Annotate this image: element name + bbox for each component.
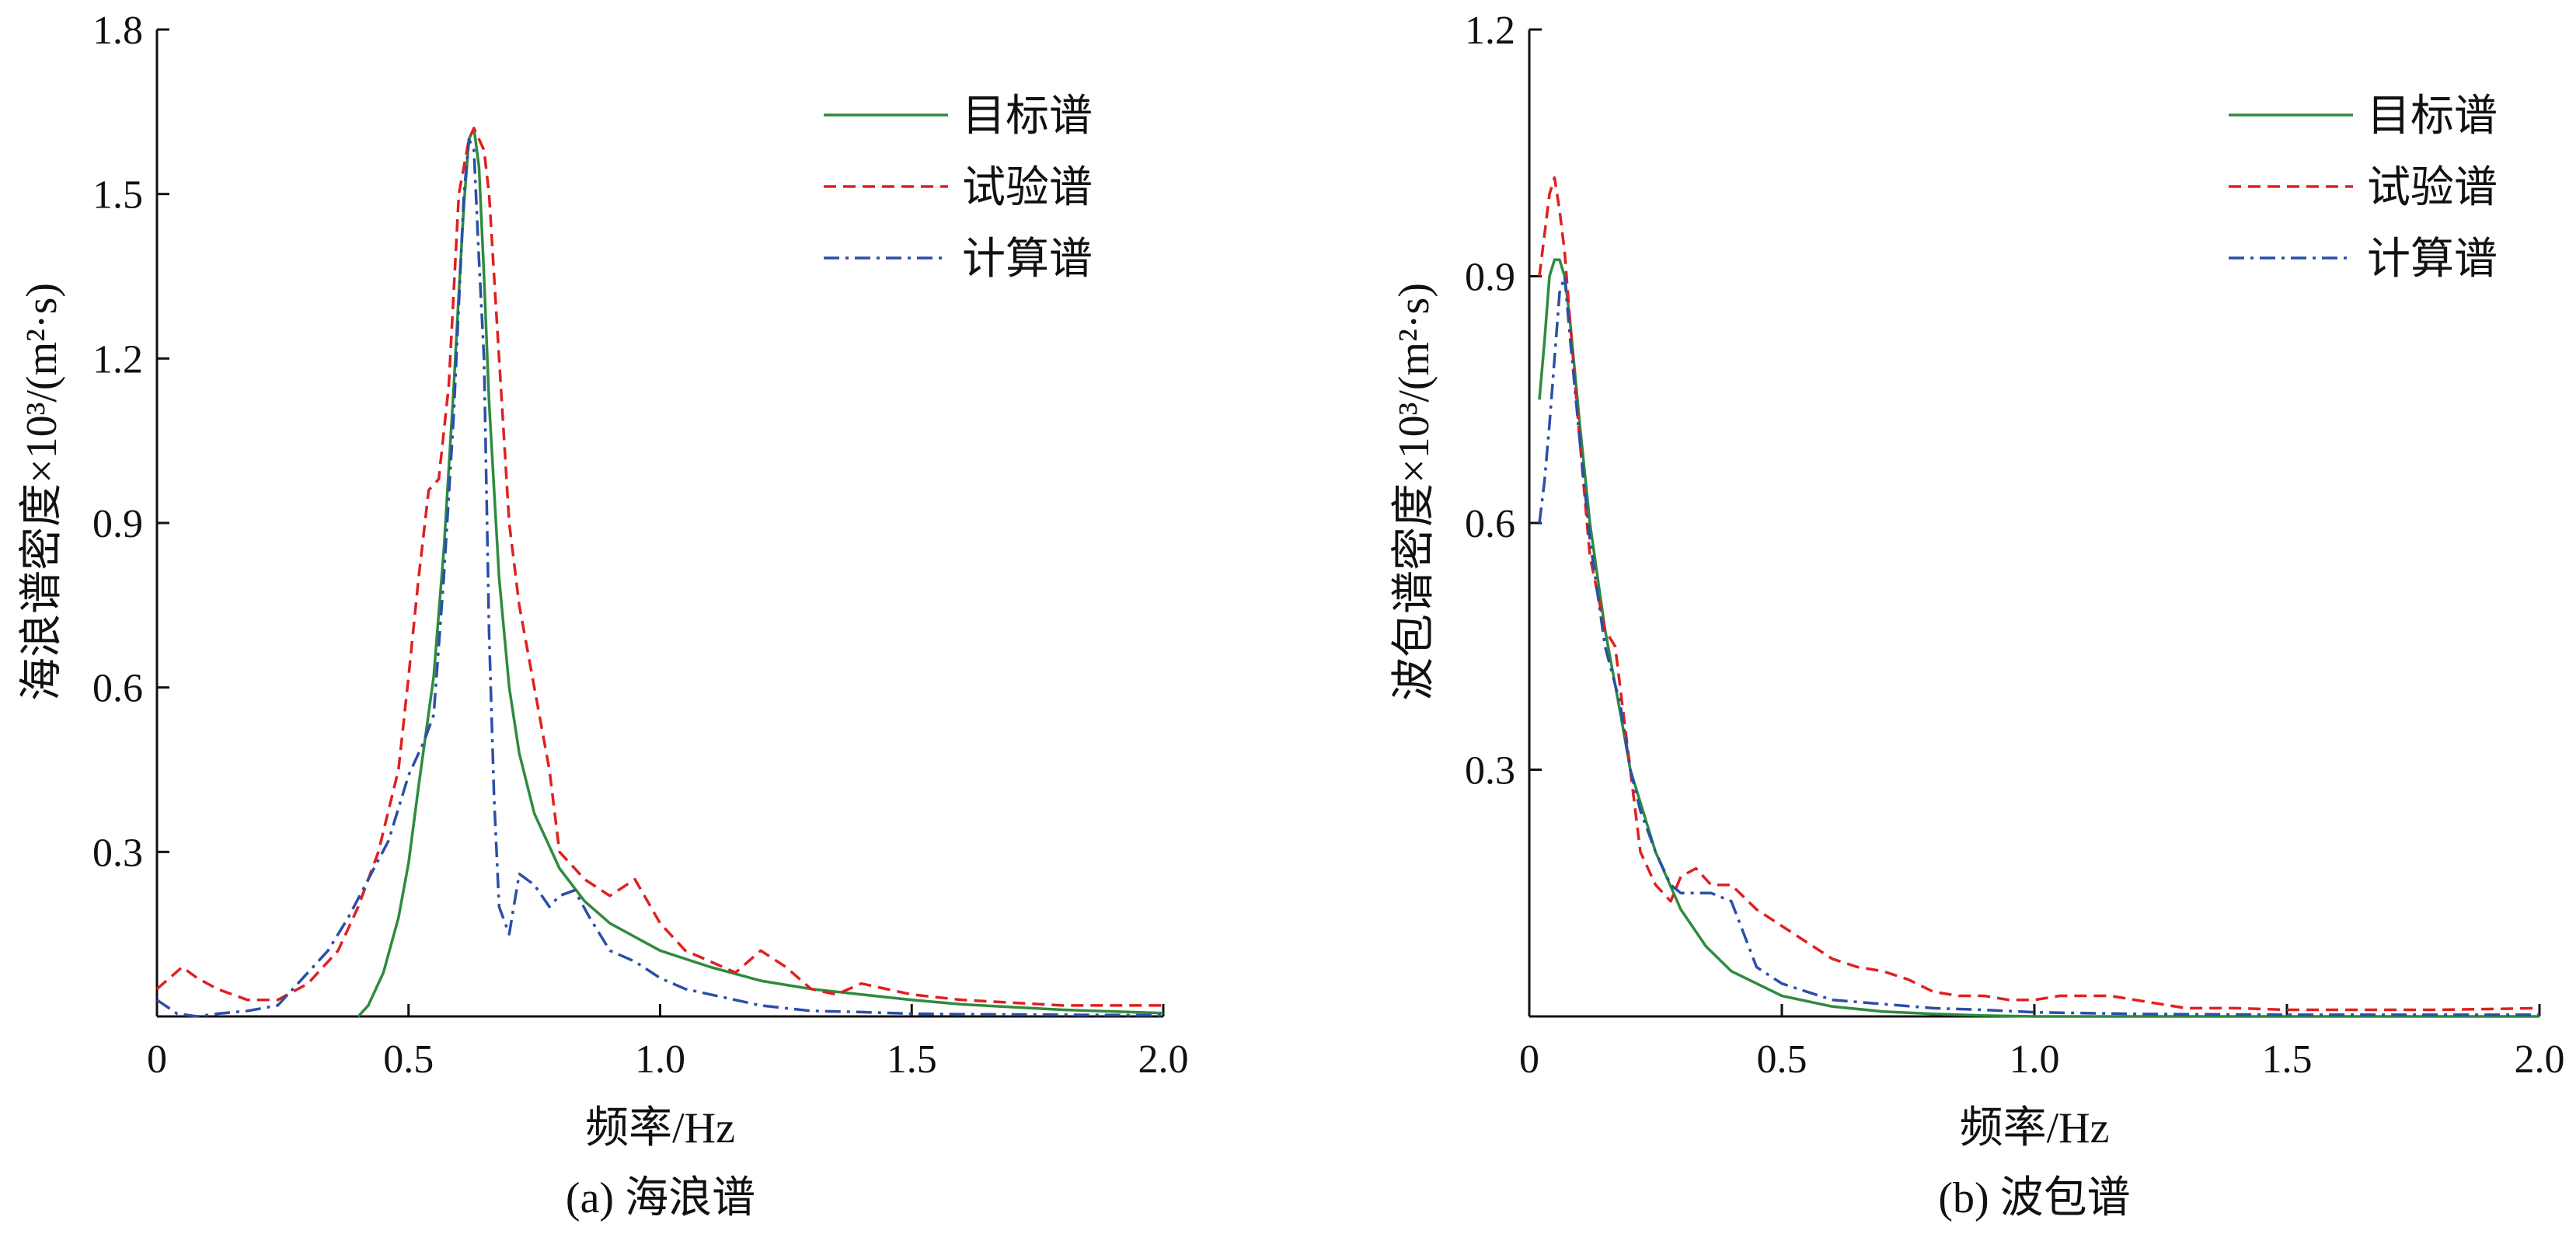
x-tick-label: 1.0 bbox=[635, 1037, 685, 1082]
y-tick-label: 0.9 bbox=[92, 502, 143, 546]
y-tick-label: 1.5 bbox=[92, 173, 143, 218]
series-line-3 bbox=[156, 138, 1164, 1018]
legend-label: 计算谱 bbox=[2367, 235, 2498, 284]
series-line-3 bbox=[1538, 274, 2539, 1016]
series-line-2 bbox=[155, 127, 1163, 1007]
y-tick-label: 1.8 bbox=[92, 9, 143, 53]
y-axis-label: 海浪谱密度×10³/(m²·s) bbox=[18, 283, 66, 701]
legend-label: 目标谱 bbox=[2367, 92, 2498, 141]
series-line-1 bbox=[357, 127, 1164, 1018]
x-tick-label: 2.0 bbox=[1138, 1037, 1189, 1082]
x-tick-label: 1.5 bbox=[887, 1037, 937, 1082]
x-tick-label: 1.5 bbox=[2262, 1037, 2313, 1082]
y-tick-label: 0.3 bbox=[92, 831, 143, 875]
x-tick-label: 1.0 bbox=[2010, 1037, 2060, 1082]
panel-caption: (a) 海浪谱 bbox=[566, 1174, 755, 1222]
y-tick-label: 0.6 bbox=[92, 667, 143, 711]
chart-panel-a: 0 0.5 1.0 1.5 2.0 0.3 0.6 0.9 1.2 1.5 1.8 频率/Hz 海浪谱密… bbox=[18, 9, 1189, 1222]
x-tick-label: 0.5 bbox=[383, 1037, 434, 1082]
y-tick-label: 0.6 bbox=[1465, 502, 1515, 546]
x-axis-label: 频率/Hz bbox=[585, 1104, 735, 1152]
x-tick-label: 0.5 bbox=[1757, 1037, 1807, 1082]
series-line-2 bbox=[1538, 176, 2540, 1012]
x-axis-label: 频率/Hz bbox=[1960, 1104, 2110, 1152]
legend-label: 目标谱 bbox=[962, 92, 1093, 141]
x-tick-label: 0 bbox=[1519, 1037, 1539, 1082]
x-tick-label: 2.0 bbox=[2515, 1037, 2565, 1082]
legend-label: 试验谱 bbox=[962, 164, 1093, 212]
y-tick-label: 0.3 bbox=[1465, 749, 1515, 793]
panel-caption: (b) 波包谱 bbox=[1938, 1174, 2130, 1222]
y-tick-label: 0.9 bbox=[1465, 256, 1515, 300]
chart-panel-b: 0 0.5 1.0 1.5 2.0 0.3 0.6 0.9 1.2 频率/Hz 波包谱密度×10³/… bbox=[1390, 9, 2565, 1222]
y-tick-label: 1.2 bbox=[1465, 9, 1515, 53]
y-axis-label: 波包谱密度×10³/(m²·s) bbox=[1390, 283, 1438, 701]
x-tick-label: 0 bbox=[147, 1037, 167, 1082]
series-line-1 bbox=[1538, 258, 2539, 1018]
y-tick-label: 1.2 bbox=[92, 337, 143, 382]
legend-label: 计算谱 bbox=[962, 235, 1093, 284]
legend-label: 试验谱 bbox=[2367, 164, 2498, 212]
